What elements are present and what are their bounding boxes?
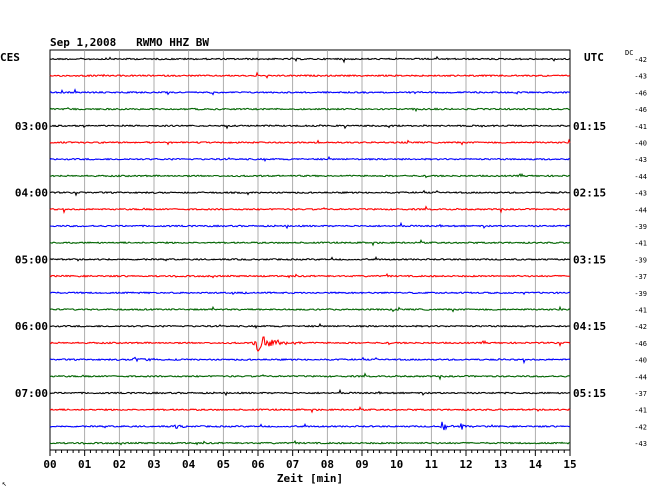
dc-offset-label: -41 — [634, 123, 647, 131]
dc-offset-label: -40 — [634, 140, 647, 148]
seismic-trace — [49, 205, 571, 214]
dc-offset-label: -43 — [634, 73, 647, 81]
x-tick-label: 04 — [182, 458, 196, 471]
right-time-label: 05:15 — [573, 387, 606, 400]
dc-offset-label: -37 — [634, 390, 647, 398]
seismic-trace — [49, 322, 571, 330]
seismic-trace — [49, 272, 571, 279]
chart-title: Sep 1,2008 RWMO HHZ BW — [50, 36, 209, 49]
x-tick-label: 05 — [217, 458, 230, 471]
left-time-label: 06:00 — [15, 320, 48, 333]
seismic-trace — [49, 388, 571, 397]
seismic-trace — [49, 372, 571, 381]
dc-offset-label: -39 — [634, 223, 647, 231]
x-tick-label: 12 — [459, 458, 472, 471]
x-tick-label: 02 — [113, 458, 126, 471]
seismic-trace — [49, 173, 571, 179]
dc-header-label: DC — [625, 49, 633, 57]
label-group: 03:00 04:00 05:00 06:00 07:00 01:15 02:15 03:15… — [15, 56, 647, 448]
seismic-trace — [49, 221, 571, 230]
dc-offset-label: -42 — [634, 423, 647, 431]
x-tick-label: 00 — [43, 458, 56, 471]
dc-offset-label: -43 — [634, 156, 647, 164]
seismic-trace — [49, 336, 571, 352]
x-tick-label: 15 — [563, 458, 576, 471]
seismic-trace — [49, 421, 571, 431]
x-tick-label: 03 — [147, 458, 160, 471]
right-time-label: 02:15 — [573, 187, 606, 200]
dc-offset-label: -44 — [634, 173, 647, 181]
right-time-label: 04:15 — [573, 320, 606, 333]
dc-offset-label: -39 — [634, 290, 647, 298]
corner-mark: ↖ — [2, 479, 7, 488]
x-axis-label: Zeit [min] — [277, 472, 343, 485]
x-tick-label: 10 — [390, 458, 403, 471]
dc-offset-label: -41 — [634, 407, 647, 415]
right-timezone-label: UTC — [584, 51, 604, 64]
dc-offset-label: -41 — [634, 240, 647, 248]
x-tick-label: 13 — [494, 458, 507, 471]
seismic-trace — [49, 138, 571, 146]
seismic-trace — [49, 305, 571, 313]
seismic-trace — [49, 107, 571, 113]
dc-offset-label: -44 — [634, 373, 647, 381]
dc-offset-label: -37 — [634, 273, 647, 281]
dc-offset-label: -40 — [634, 357, 647, 365]
dc-offset-label: -46 — [634, 340, 647, 348]
seismic-trace — [49, 255, 571, 262]
x-tick-label: 09 — [355, 458, 368, 471]
left-time-label: 05:00 — [15, 253, 48, 266]
x-tick-label: 11 — [425, 458, 439, 471]
dc-offset-label: -46 — [634, 89, 647, 97]
x-tick-label: 01 — [78, 458, 92, 471]
seismic-trace — [49, 71, 571, 79]
x-tick-label: 08 — [321, 458, 334, 471]
right-time-label: 03:15 — [573, 253, 606, 266]
left-timezone-label: CES — [0, 51, 20, 64]
right-time-label: 01:15 — [573, 120, 606, 133]
left-time-label: 07:00 — [15, 387, 48, 400]
seismic-trace — [49, 55, 571, 64]
seismic-trace — [49, 406, 571, 414]
dc-offset-label: -44 — [634, 206, 647, 214]
x-tick-label: 14 — [529, 458, 543, 471]
seismic-trace — [49, 189, 571, 197]
seismic-trace — [49, 239, 571, 247]
dc-offset-label: -43 — [634, 190, 647, 198]
x-tick-label: 07 — [286, 458, 299, 471]
seismic-trace — [49, 88, 571, 96]
seismic-trace — [49, 439, 571, 446]
dc-offset-label: -41 — [634, 307, 647, 315]
dc-offset-label: -39 — [634, 256, 647, 264]
x-tick-label: 06 — [251, 458, 265, 471]
left-time-label: 03:00 — [15, 120, 48, 133]
trace-group — [49, 55, 571, 446]
seismic-trace — [49, 155, 571, 163]
seismic-trace — [49, 356, 571, 365]
dc-offset-label: -43 — [634, 440, 647, 448]
left-time-label: 04:00 — [15, 187, 48, 200]
dc-offset-label: -42 — [634, 56, 647, 64]
seismic-trace — [49, 291, 571, 296]
seismic-trace — [49, 124, 571, 130]
dc-offset-label: -42 — [634, 323, 647, 331]
time-axis: 00 01 02 03 04 05 06 07 08 09 10 11 12 13 14 15 — [43, 450, 577, 471]
dc-offset-label: -46 — [634, 106, 647, 114]
